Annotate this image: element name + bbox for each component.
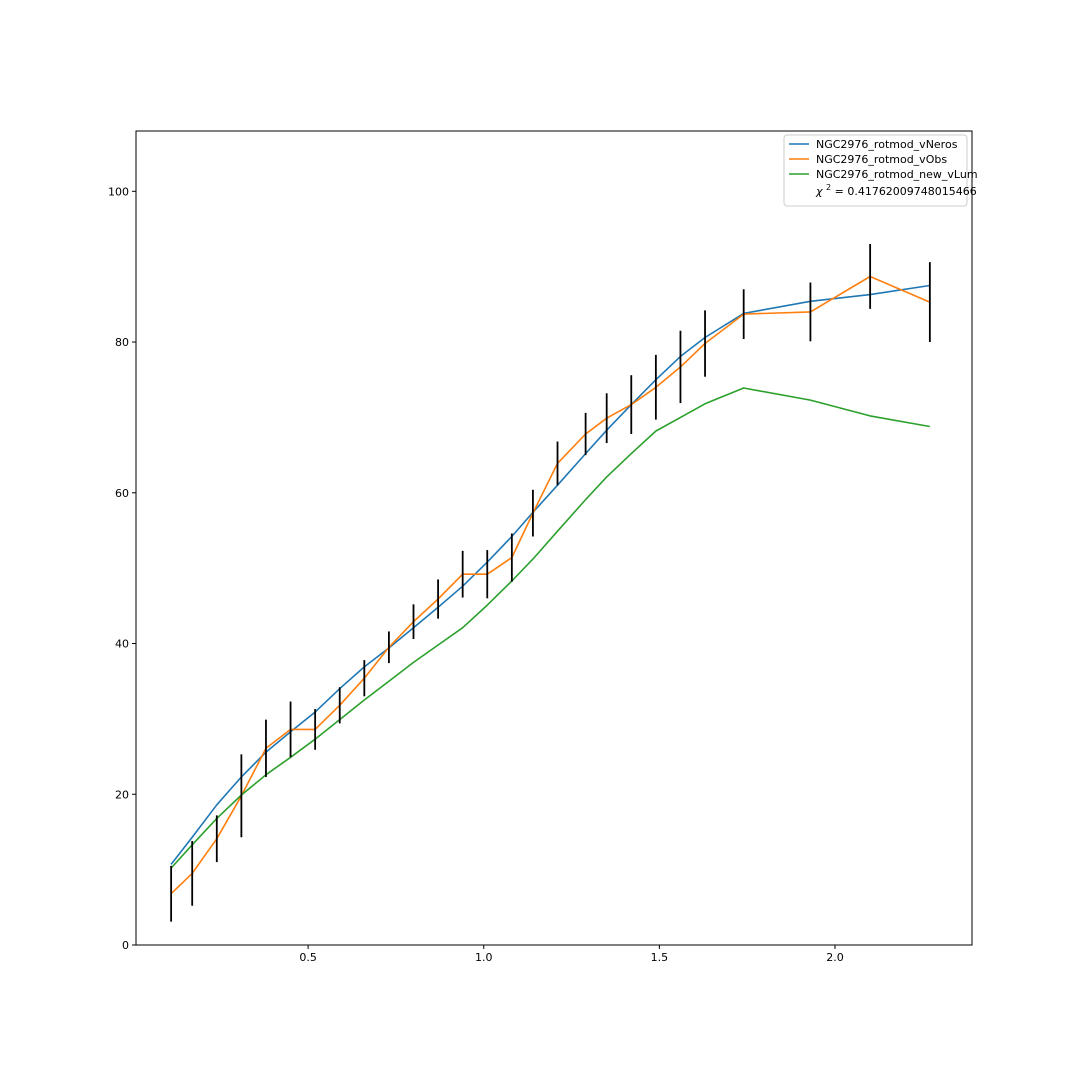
series-line-2: [170, 387, 930, 869]
y-tick-label: 20: [115, 788, 129, 801]
x-tick-label: 1.5: [651, 951, 669, 964]
errorbar-layer: [170, 244, 931, 922]
legend-chi-label: χ 2 = 0.41762009748015466: [815, 180, 977, 198]
plot-area: 0.5 1.0 1.5 2.0 0 20 40 60 80 100: [108, 130, 973, 964]
y-axis: 0 20 40 60 80 100: [108, 185, 136, 952]
legend-label-0: NGC2976_rotmod_vNeros: [816, 138, 958, 151]
legend-entries: NGC2976_rotmod_vNeros NGC2976_rotmod_vObs…: [789, 138, 978, 181]
y-tick-label: 0: [122, 939, 129, 952]
x-axis: 0.5 1.0 1.5 2.0: [299, 945, 844, 964]
x-tick-label: 1.0: [475, 951, 493, 964]
x-tick-label: 2.0: [826, 951, 844, 964]
chi-value: = 0.41762009748015466: [835, 185, 977, 198]
legend: NGC2976_rotmod_vNeros NGC2976_rotmod_vObs…: [783, 134, 978, 207]
x-tick-label: 0.5: [299, 951, 317, 964]
y-tick-label: 80: [115, 336, 129, 349]
chi-symbol: χ: [815, 185, 823, 198]
legend-label-2: NGC2976_rotmod_new_vLum: [816, 168, 978, 181]
y-tick-label: 60: [115, 487, 129, 500]
chi-superscript: 2: [826, 183, 831, 192]
legend-label-1: NGC2976_rotmod_vObs: [816, 153, 947, 166]
legend-box: [783, 134, 968, 207]
y-tick-label: 100: [108, 185, 129, 198]
axes-frame: [135, 130, 973, 946]
y-tick-label: 40: [115, 638, 129, 651]
